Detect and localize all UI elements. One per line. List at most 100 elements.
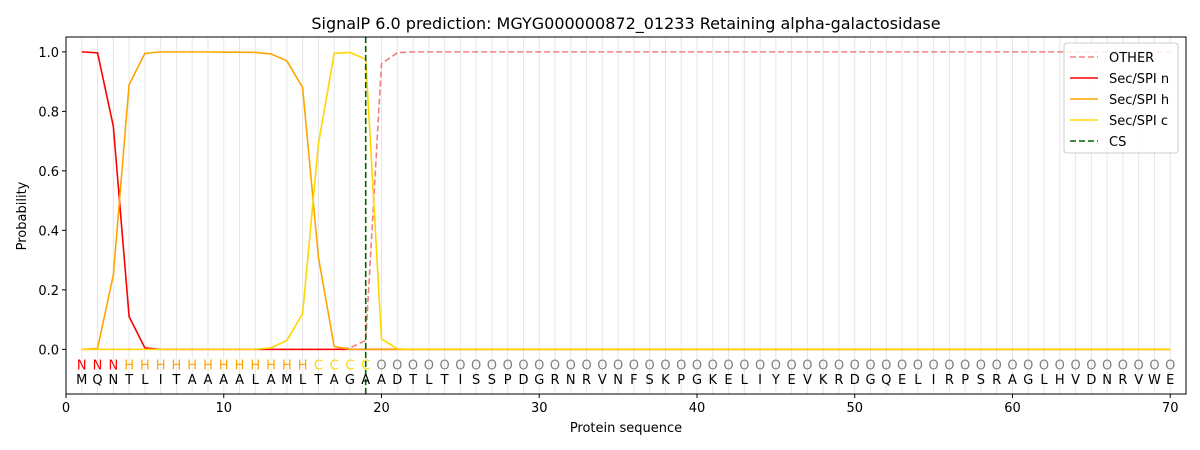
series-line-sec-spi-n	[81, 51, 1171, 351]
residue-letter: P	[677, 373, 685, 388]
legend-label: OTHER	[1109, 51, 1154, 66]
chart-title: SignalP 6.0 prediction: MGYG000000872_01…	[311, 14, 940, 34]
region-label: N	[108, 358, 118, 373]
residue-letter: Y	[771, 373, 780, 388]
residue-letter: V	[1134, 373, 1143, 388]
residue-letter: E	[788, 373, 796, 388]
residue-gridlines	[81, 37, 1171, 394]
region-label: O	[1149, 358, 1159, 373]
y-tick-label: 0.6	[38, 165, 59, 180]
residue-letter: A	[361, 373, 370, 388]
x-tick-label: 70	[1162, 401, 1179, 416]
region-label: O	[408, 358, 418, 373]
x-tick-label: 60	[1004, 401, 1021, 416]
region-label: O	[913, 358, 923, 373]
legend-box	[1063, 42, 1179, 154]
region-label: O	[739, 358, 749, 373]
region-label: O	[376, 358, 386, 373]
residue-letter: M	[281, 373, 292, 388]
region-label: O	[439, 358, 449, 373]
residue-letter: T	[440, 373, 449, 388]
x-axis-label: Protein sequence	[570, 421, 682, 436]
residue-letter: D	[518, 373, 528, 388]
residue-letter: R	[834, 373, 843, 388]
region-label: H	[156, 358, 166, 373]
residue-letter: A	[188, 373, 197, 388]
x-tick-label: 20	[373, 401, 390, 416]
residue-letter: L	[741, 373, 749, 388]
residue-letter: V	[598, 373, 607, 388]
residue-letter: V	[803, 373, 812, 388]
region-label: O	[928, 358, 938, 373]
region-label: O	[818, 358, 828, 373]
region-label: O	[566, 358, 576, 373]
region-label: H	[203, 358, 213, 373]
region-label: O	[897, 358, 907, 373]
region-label: O	[660, 358, 670, 373]
region-label: H	[187, 358, 197, 373]
residue-letter: H	[1055, 373, 1065, 388]
region-label: O	[534, 358, 544, 373]
residue-letter: S	[977, 373, 985, 388]
region-label: O	[1165, 358, 1175, 373]
residue-letter: G	[534, 373, 544, 388]
x-tick-label: 40	[689, 401, 706, 416]
residue-letter: D	[850, 373, 860, 388]
residue-letter: L	[141, 373, 149, 388]
region-label: O	[1118, 358, 1128, 373]
region-label: C	[345, 358, 354, 373]
region-label: O	[676, 358, 686, 373]
series-line-sec-spi-h	[81, 51, 1171, 351]
residue-letter: D	[392, 373, 402, 388]
region-label: O	[1055, 358, 1065, 373]
residue-letter: N	[1102, 373, 1112, 388]
region-label: H	[298, 358, 308, 373]
region-label: C	[361, 358, 370, 373]
region-label: H	[282, 358, 292, 373]
legend-label: Sec/SPI n	[1109, 72, 1169, 87]
residue-letter: A	[1008, 373, 1017, 388]
residue-letter: R	[1118, 373, 1127, 388]
residue-letter: K	[661, 373, 670, 388]
region-label: O	[723, 358, 733, 373]
legend: OTHER Sec/SPI n Sec/SPI h Sec/SPI c CS	[1063, 42, 1179, 154]
residue-letter: N	[613, 373, 623, 388]
residue-letter: M	[76, 373, 87, 388]
residue-letter: A	[235, 373, 244, 388]
residue-letter: E	[724, 373, 732, 388]
residue-letter: A	[377, 373, 386, 388]
residue-letter: K	[819, 373, 828, 388]
residue-letter: E	[898, 373, 906, 388]
region-label: O	[771, 358, 781, 373]
residue-letter: A	[219, 373, 228, 388]
residue-letter: G	[692, 373, 702, 388]
y-tick-label: 0.0	[38, 343, 59, 358]
region-label: O	[1102, 358, 1112, 373]
plot-frame	[65, 36, 1187, 395]
series-line-other	[81, 51, 1171, 351]
residue-letter: T	[313, 373, 322, 388]
region-label: O	[471, 358, 481, 373]
residue-letter: Q	[881, 373, 891, 388]
residue-letter: N	[566, 373, 576, 388]
residue-letter: P	[504, 373, 512, 388]
region-label: O	[455, 358, 465, 373]
region-label: O	[503, 358, 513, 373]
residue-letter: R	[582, 373, 591, 388]
region-label: H	[219, 358, 229, 373]
region-label: O	[850, 358, 860, 373]
region-label: O	[692, 358, 702, 373]
residue-letter: K	[708, 373, 717, 388]
region-label: O	[424, 358, 434, 373]
region-label: O	[992, 358, 1002, 373]
residue-letter: N	[108, 373, 118, 388]
residue-letter: Q	[92, 373, 102, 388]
region-label: O	[881, 358, 891, 373]
region-label: O	[1134, 358, 1144, 373]
region-label: H	[140, 358, 150, 373]
residue-letter: G	[865, 373, 875, 388]
region-label: O	[834, 358, 844, 373]
axes: 0 10 20 30 40 50 60 70 0.0 0.2 0.4 0.6 0.8 1.0	[38, 46, 1178, 416]
region-label: O	[960, 358, 970, 373]
residue-letter: V	[1071, 373, 1080, 388]
